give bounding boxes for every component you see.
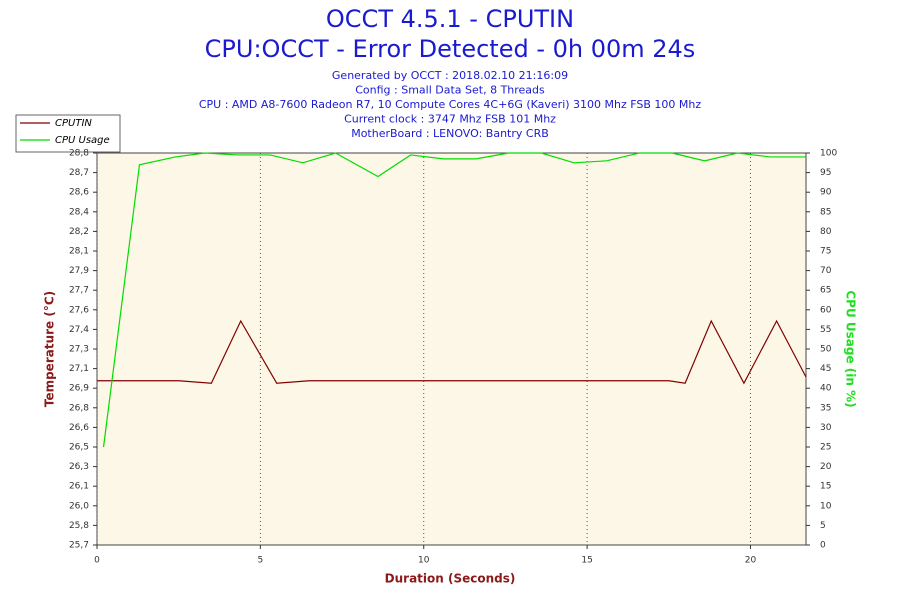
- legend-label: CPUTIN: [55, 118, 92, 129]
- x-tick-label: 0: [94, 556, 100, 566]
- info-line: Config : Small Data Set, 8 Threads: [355, 84, 545, 97]
- y-tick-label: 27,1: [69, 364, 89, 374]
- info-line: Current clock : 3747 Mhz FSB 101 Mhz: [344, 113, 556, 126]
- x-tick-label: 15: [581, 556, 592, 566]
- y2-tick-label: 35: [820, 403, 831, 413]
- y-tick-label: 26,9: [69, 384, 89, 394]
- y-tick-label: 28,6: [69, 188, 89, 198]
- y2-tick-label: 100: [820, 149, 837, 159]
- y-tick-label: 26,0: [69, 501, 89, 511]
- y-tick-label: 28,7: [69, 168, 89, 178]
- y-tick-label: 28,8: [69, 149, 89, 159]
- y2-tick-label: 60: [820, 305, 832, 315]
- y-tick-label: 26,8: [69, 403, 89, 413]
- y2-tick-label: 25: [820, 443, 831, 453]
- y2-tick-label: 85: [820, 207, 831, 217]
- y2-tick-label: 80: [820, 227, 832, 237]
- y2-tick-label: 20: [820, 462, 832, 472]
- legend: [15, 114, 121, 153]
- y-tick-label: 27,3: [69, 345, 89, 355]
- y2-tick-label: 90: [820, 188, 832, 198]
- y2-tick-label: 50: [820, 345, 832, 355]
- y2-tick-label: 75: [820, 247, 831, 257]
- y-tick-label: 27,7: [69, 286, 89, 296]
- y-tick-label: 28,4: [69, 207, 89, 217]
- y-tick-label: 27,4: [69, 325, 89, 335]
- chart-subtitle: CPU:OCCT - Error Detected - 0h 00m 24s: [205, 35, 696, 63]
- info-line: Generated by OCCT : 2018.02.10 21:16:09: [332, 69, 568, 82]
- y-tick-label: 27,6: [69, 305, 89, 315]
- y2-axis-label: CPU Usage (in %): [844, 290, 858, 407]
- y2-tick-label: 0: [820, 541, 826, 551]
- y-tick-label: 27,9: [69, 266, 89, 276]
- y-tick-label: 28,1: [69, 247, 89, 257]
- y-tick-label: 26,3: [69, 462, 89, 472]
- legend-label: CPU Usage: [55, 135, 110, 146]
- x-axis-label: Duration (Seconds): [385, 572, 516, 586]
- info-line: CPU : AMD A8-7600 Radeon R7, 10 Compute …: [199, 98, 702, 111]
- y-tick-label: 25,8: [69, 521, 89, 531]
- chart-title: OCCT 4.5.1 - CPUTIN: [326, 5, 574, 33]
- y2-tick-label: 15: [820, 482, 831, 492]
- y-tick-label: 28,2: [69, 227, 89, 237]
- y2-tick-label: 55: [820, 325, 831, 335]
- y-tick-label: 26,1: [69, 482, 89, 492]
- y2-tick-label: 5: [820, 521, 826, 531]
- x-tick-label: 20: [745, 556, 757, 566]
- y2-tick-label: 10: [820, 501, 832, 511]
- plot-area: [96, 152, 807, 546]
- y2-tick-label: 40: [820, 384, 832, 394]
- y-tick-label: 26,5: [69, 443, 89, 453]
- y2-tick-label: 95: [820, 168, 831, 178]
- y2-tick-label: 70: [820, 266, 832, 276]
- y2-tick-label: 30: [820, 423, 832, 433]
- series-line: [102, 152, 806, 448]
- series-line: [97, 319, 807, 385]
- y2-tick-label: 45: [820, 364, 831, 374]
- info-line: MotherBoard : LENOVO: Bantry CRB: [351, 127, 549, 140]
- y2-tick-label: 65: [820, 286, 831, 296]
- y-tick-label: 25,7: [69, 541, 89, 551]
- y-tick-label: 26,6: [69, 423, 89, 433]
- x-tick-label: 5: [257, 556, 263, 566]
- y-axis-label: Temperature (°C): [43, 291, 57, 407]
- x-tick-label: 10: [418, 556, 430, 566]
